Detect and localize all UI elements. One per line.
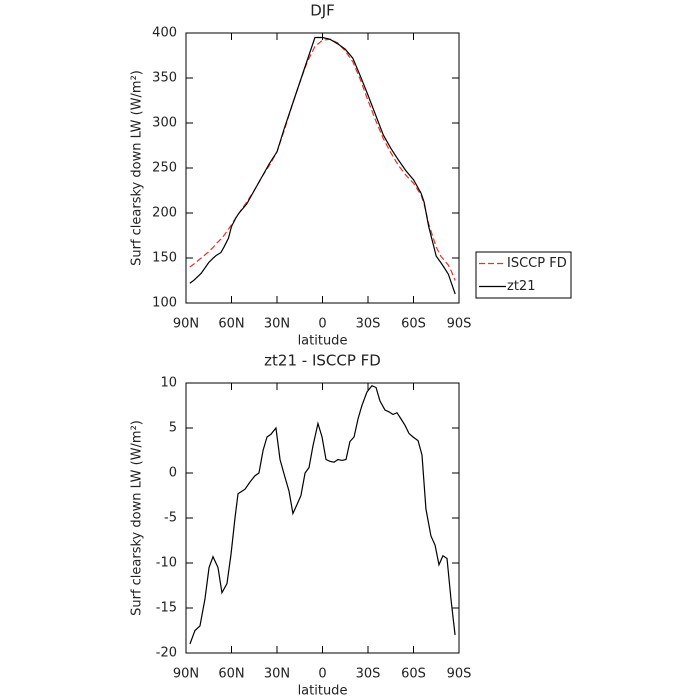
chart-title: zt21 - ISCCP FD xyxy=(264,352,381,370)
y-tick-label: 10 xyxy=(160,376,177,391)
y-tick-label: 5 xyxy=(169,421,177,436)
x-tick-label: 60S xyxy=(401,667,426,682)
y-tick-label: -20 xyxy=(156,646,177,661)
y-tick-label: -10 xyxy=(156,556,177,571)
y-axis-label: Surf clearsky down LW (W/m²) xyxy=(130,70,145,266)
x-tick-label: 60S xyxy=(401,317,426,332)
x-axis-label: latitude xyxy=(298,334,348,349)
y-tick-label: 400 xyxy=(152,26,177,41)
x-tick-label: 30N xyxy=(264,317,290,332)
y-tick-label: 350 xyxy=(152,71,177,86)
legend-label: ISCCP FD xyxy=(507,256,567,271)
data-line xyxy=(189,384,456,645)
x-tick-label: 90S xyxy=(447,667,472,682)
x-tick-label: 60N xyxy=(218,667,244,682)
y-tick-label: 150 xyxy=(152,251,177,266)
y-tick-label: -15 xyxy=(156,601,177,616)
y-tick-label: 0 xyxy=(169,466,177,481)
y-tick-label: 100 xyxy=(152,296,177,311)
y-tick-label: 300 xyxy=(152,116,177,131)
x-tick-label: 30S xyxy=(356,667,381,682)
x-tick-label: 60N xyxy=(218,317,244,332)
y-tick-label: -5 xyxy=(164,511,177,526)
x-axis-label: latitude xyxy=(298,684,348,699)
chart-title: DJF xyxy=(310,2,335,20)
x-tick-label: 30N xyxy=(264,667,290,682)
x-tick-label: 90S xyxy=(447,317,472,332)
plot-frame xyxy=(185,32,460,304)
x-tick-label: 30S xyxy=(356,317,381,332)
x-tick-label: 90N xyxy=(173,667,199,682)
legend-box xyxy=(475,251,572,299)
x-tick-label: 0 xyxy=(318,667,326,682)
plot-frame xyxy=(185,382,460,654)
data-line xyxy=(189,38,456,281)
x-tick-label: 90N xyxy=(173,317,199,332)
data-line xyxy=(189,36,456,295)
y-axis-label: Surf clearsky down LW (W/m²) xyxy=(130,420,145,616)
x-tick-label: 0 xyxy=(318,317,326,332)
y-tick-label: 250 xyxy=(152,161,177,176)
legend-label: zt21 xyxy=(507,279,535,294)
y-tick-label: 200 xyxy=(152,206,177,221)
